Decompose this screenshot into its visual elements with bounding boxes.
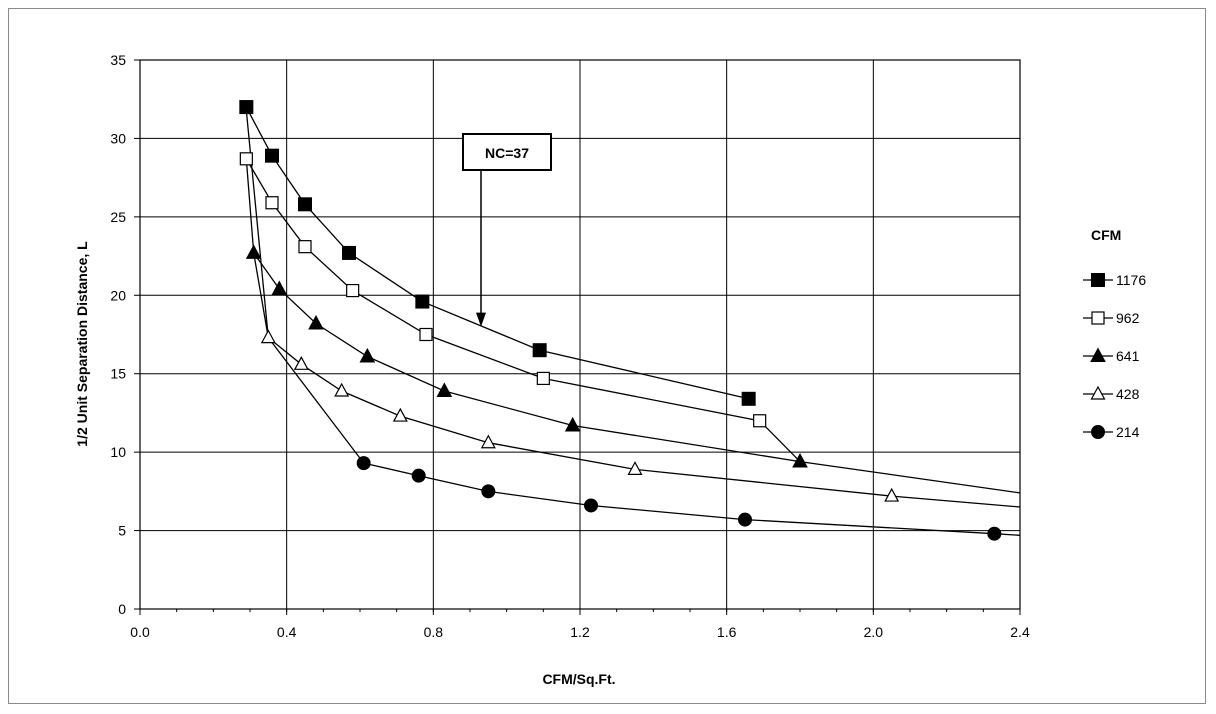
legend-item-428: 428 — [1083, 385, 1140, 402]
y-tick-label: 30 — [110, 130, 126, 146]
marker-1176 — [415, 294, 430, 309]
x-tick-label: 2.0 — [864, 624, 884, 640]
marker-214 — [987, 526, 1002, 541]
marker-1176 — [239, 100, 254, 115]
legend-label: 214 — [1116, 424, 1140, 440]
marker-962 — [753, 414, 767, 428]
marker-428 — [884, 487, 900, 502]
marker-428 — [293, 356, 309, 370]
x-tick-label: 1.2 — [570, 624, 590, 640]
legend-marker — [1090, 385, 1106, 400]
series-markers — [239, 100, 1002, 541]
legend-title: CFM — [1091, 227, 1121, 243]
x-tick-label: 0.4 — [277, 624, 297, 640]
marker-641 — [792, 452, 808, 468]
y-tick-label: 5 — [118, 523, 126, 539]
marker-428 — [334, 382, 350, 397]
legend-marker — [1090, 347, 1106, 362]
marker-214 — [481, 484, 496, 499]
y-tick-label: 0 — [118, 601, 126, 617]
legend-item-641: 641 — [1083, 347, 1140, 364]
series-line-214 — [245, 158, 1021, 536]
marker-962 — [298, 240, 312, 254]
marker-1176 — [741, 391, 756, 406]
marker-962 — [239, 152, 253, 166]
marker-214 — [411, 468, 426, 483]
marker-962 — [346, 283, 360, 298]
marker-1176 — [265, 148, 279, 163]
marker-641 — [564, 416, 581, 432]
x-tick-label: 0.8 — [424, 624, 444, 640]
legend-marker — [1091, 425, 1105, 439]
marker-1176 — [298, 197, 312, 212]
x-tick-label: 2.4 — [1010, 624, 1030, 640]
y-axis-title: 1/2 Unit Separation Distance, L — [74, 241, 90, 447]
marker-962 — [536, 371, 550, 386]
marker-428 — [480, 434, 496, 449]
x-tick-label: 1.6 — [717, 624, 737, 640]
legend-label: 428 — [1116, 386, 1140, 402]
y-tick-label: 10 — [110, 444, 126, 460]
legend-label: 1176 — [1116, 272, 1146, 288]
marker-214 — [738, 512, 752, 527]
annotation: NC=37 — [462, 133, 552, 327]
marker-428 — [627, 461, 643, 475]
legend-label: 962 — [1116, 310, 1140, 326]
marker-428 — [392, 407, 408, 422]
legend-marker — [1091, 273, 1105, 287]
legend-label: 641 — [1116, 348, 1140, 364]
x-axis-title: CFM/Sq.Ft. — [542, 671, 615, 687]
x-tick-label: 0.0 — [130, 624, 150, 640]
legend: 1176 962 641 428 214 — [1083, 272, 1146, 440]
series-line-962 — [245, 158, 801, 463]
y-tick-label: 25 — [110, 209, 126, 225]
marker-214 — [584, 498, 598, 513]
legend-item-214: 214 — [1083, 424, 1140, 440]
marker-641 — [359, 347, 376, 363]
legend-marker — [1091, 311, 1105, 325]
marker-1176 — [342, 245, 356, 260]
y-tick-label: 15 — [110, 366, 126, 382]
y-tick-label: 35 — [110, 52, 126, 68]
series-layer — [239, 100, 1021, 541]
marker-962 — [265, 196, 279, 210]
marker-641 — [245, 244, 262, 259]
marker-641 — [308, 314, 324, 330]
marker-428 — [260, 329, 276, 344]
axes: 0.0 0.4 0.8 1.2 1.6 2.0 2.4 0 5 10 15 20 25 30 35 — [110, 52, 1030, 640]
marker-641 — [436, 382, 453, 397]
marker-641 — [271, 280, 288, 296]
y-tick-label: 20 — [110, 287, 126, 303]
marker-962 — [419, 327, 433, 342]
legend-item-962: 962 — [1083, 310, 1140, 326]
series-line-428 — [245, 110, 1021, 508]
grid — [139, 59, 1021, 610]
legend-item-1176: 1176 — [1083, 272, 1146, 288]
chart-frame — [8, 8, 1206, 704]
annotation-arrowhead — [476, 312, 486, 327]
marker-1176 — [532, 343, 547, 358]
annotation-box — [462, 133, 552, 171]
annotation-text: NC=37 — [485, 145, 529, 161]
marker-214 — [356, 456, 371, 471]
